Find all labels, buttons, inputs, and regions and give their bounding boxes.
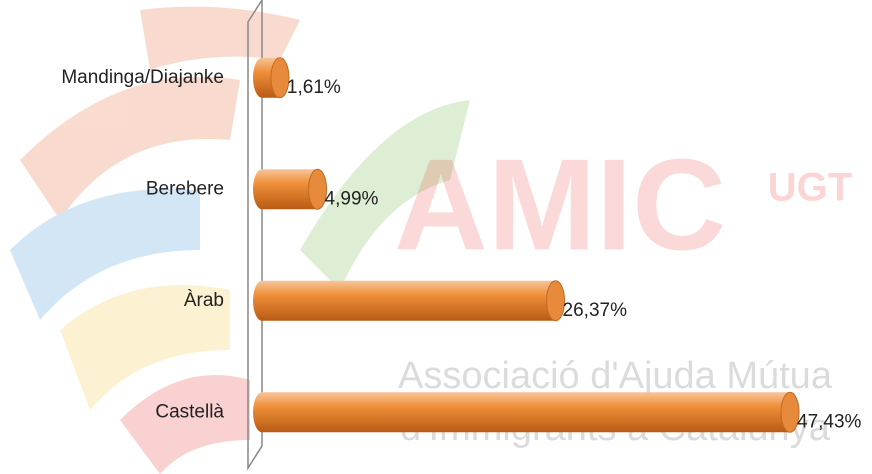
- background-shapes: [10, 6, 470, 474]
- bar-cap: [546, 280, 566, 322]
- bar-body: [262, 280, 556, 321]
- watermark-logo: AMIC: [394, 131, 726, 277]
- value-label: 4,99%: [325, 188, 379, 209]
- bar-cap: [308, 168, 328, 210]
- category-label: Berebere: [146, 178, 224, 199]
- category-label: Mandinga/Diajanke: [61, 67, 224, 88]
- axis-wall: [247, 0, 263, 471]
- category-label: Àrab: [184, 290, 224, 311]
- bar: [253, 168, 328, 210]
- bar: [253, 280, 566, 322]
- watermark-badge: UGT: [768, 166, 852, 210]
- value-label: 26,37%: [563, 300, 628, 321]
- bar-body: [262, 392, 790, 433]
- bar: [253, 391, 800, 433]
- bar-cap: [253, 169, 271, 210]
- watermark-line: Associació d'Ajuda Mútua: [398, 355, 833, 397]
- value-label: 47,43%: [797, 411, 862, 432]
- category-label: Castellà: [155, 401, 224, 422]
- bar-cap: [270, 57, 290, 99]
- bar-cap: [780, 391, 800, 433]
- bar-cap: [253, 392, 271, 433]
- value-label: 1,61%: [287, 77, 341, 98]
- bar-cap: [253, 57, 271, 98]
- bar-cap: [253, 280, 271, 321]
- bar: [253, 57, 290, 99]
